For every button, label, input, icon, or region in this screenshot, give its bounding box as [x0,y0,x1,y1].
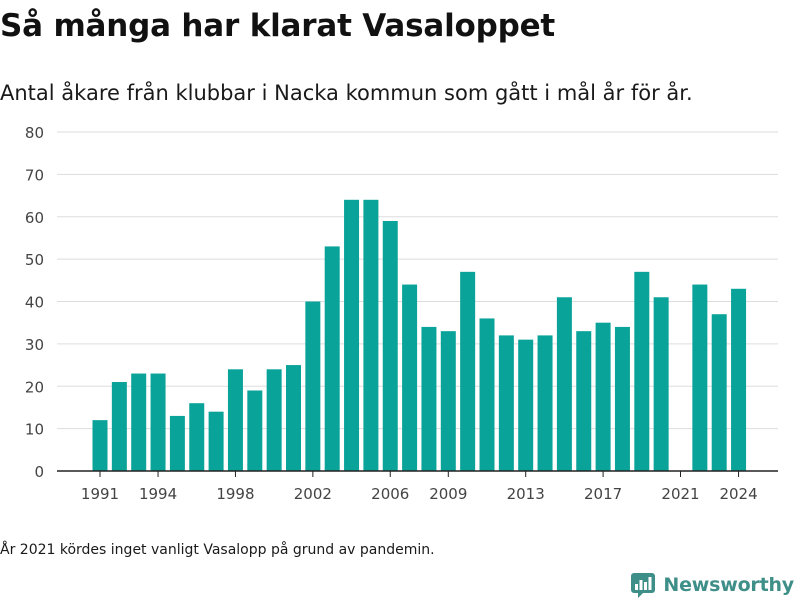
tick-labels: 0 10 20 30 40 50 60 70 80 1991 1994 1998 2002 2006 200… [25,124,758,503]
bar-2017 [595,322,611,471]
x-tick-label: 2002 [294,485,332,503]
x-tick-label: 2017 [584,485,622,503]
bar-2019 [634,271,650,471]
bar-2014 [537,335,553,471]
bars [92,199,747,472]
bar-2023 [711,314,727,471]
y-tick-label: 0 [34,463,44,481]
bar-2020 [653,297,669,471]
bar-2004 [344,199,360,472]
x-tick-label: 1994 [139,485,177,503]
y-tick-label: 10 [25,421,44,439]
y-tick-label: 40 [25,294,44,312]
bar-2001 [286,365,301,471]
bar-2000 [266,369,282,471]
bar-2012 [498,335,514,471]
bar-2024 [731,288,747,471]
footnote: År 2021 kördes inget vanligt Vasalopp på… [0,542,435,558]
bar-2009 [440,331,456,471]
bar-2006 [382,220,398,471]
bar-1992 [111,382,127,471]
bar-2011 [479,318,495,471]
bar-1991 [92,420,108,471]
bar-2002 [305,301,321,471]
bar-2016 [576,331,592,471]
bar-2003 [324,246,340,471]
bar-2007 [402,284,418,471]
bar-2010 [460,271,476,471]
bar-1997 [208,411,224,471]
x-tick-label: 2006 [371,485,409,503]
x-tick-label: 2024 [719,485,757,503]
bar-2013 [518,339,534,471]
bar-1996 [189,403,205,471]
x-tick-label: 2013 [507,485,545,503]
bar-1993 [131,373,147,471]
y-tick-label: 30 [25,336,44,354]
x-tick-label: 2021 [661,485,699,503]
chart-subtitle: Antal åkare från klubbar i Nacka kommun … [0,81,693,105]
y-tick-label: 20 [25,378,44,396]
newsworthy-logo: Newsworthy [631,570,794,600]
bar-1994 [150,373,166,471]
bar-2022 [692,284,708,471]
axes [57,470,778,477]
bar-1995 [169,415,185,471]
y-tick-label: 80 [25,124,44,142]
y-tick-label: 50 [25,251,44,269]
chart-title: Så många har klarat Vasaloppet [0,8,556,44]
bar-2005 [363,199,379,472]
x-tick-label: 2009 [429,485,467,503]
bar-2018 [614,326,630,471]
y-tick-label: 60 [25,209,44,227]
newsworthy-logo-icon [631,573,656,598]
bar-2008 [421,326,437,471]
brand-name: Newsworthy [663,574,794,596]
y-tick-label: 70 [25,166,44,184]
x-tick-label: 1991 [81,485,119,503]
bar-1999 [247,390,263,471]
bar-2015 [556,297,572,471]
x-tick-label: 1998 [216,485,254,503]
bar-1998 [227,369,243,471]
